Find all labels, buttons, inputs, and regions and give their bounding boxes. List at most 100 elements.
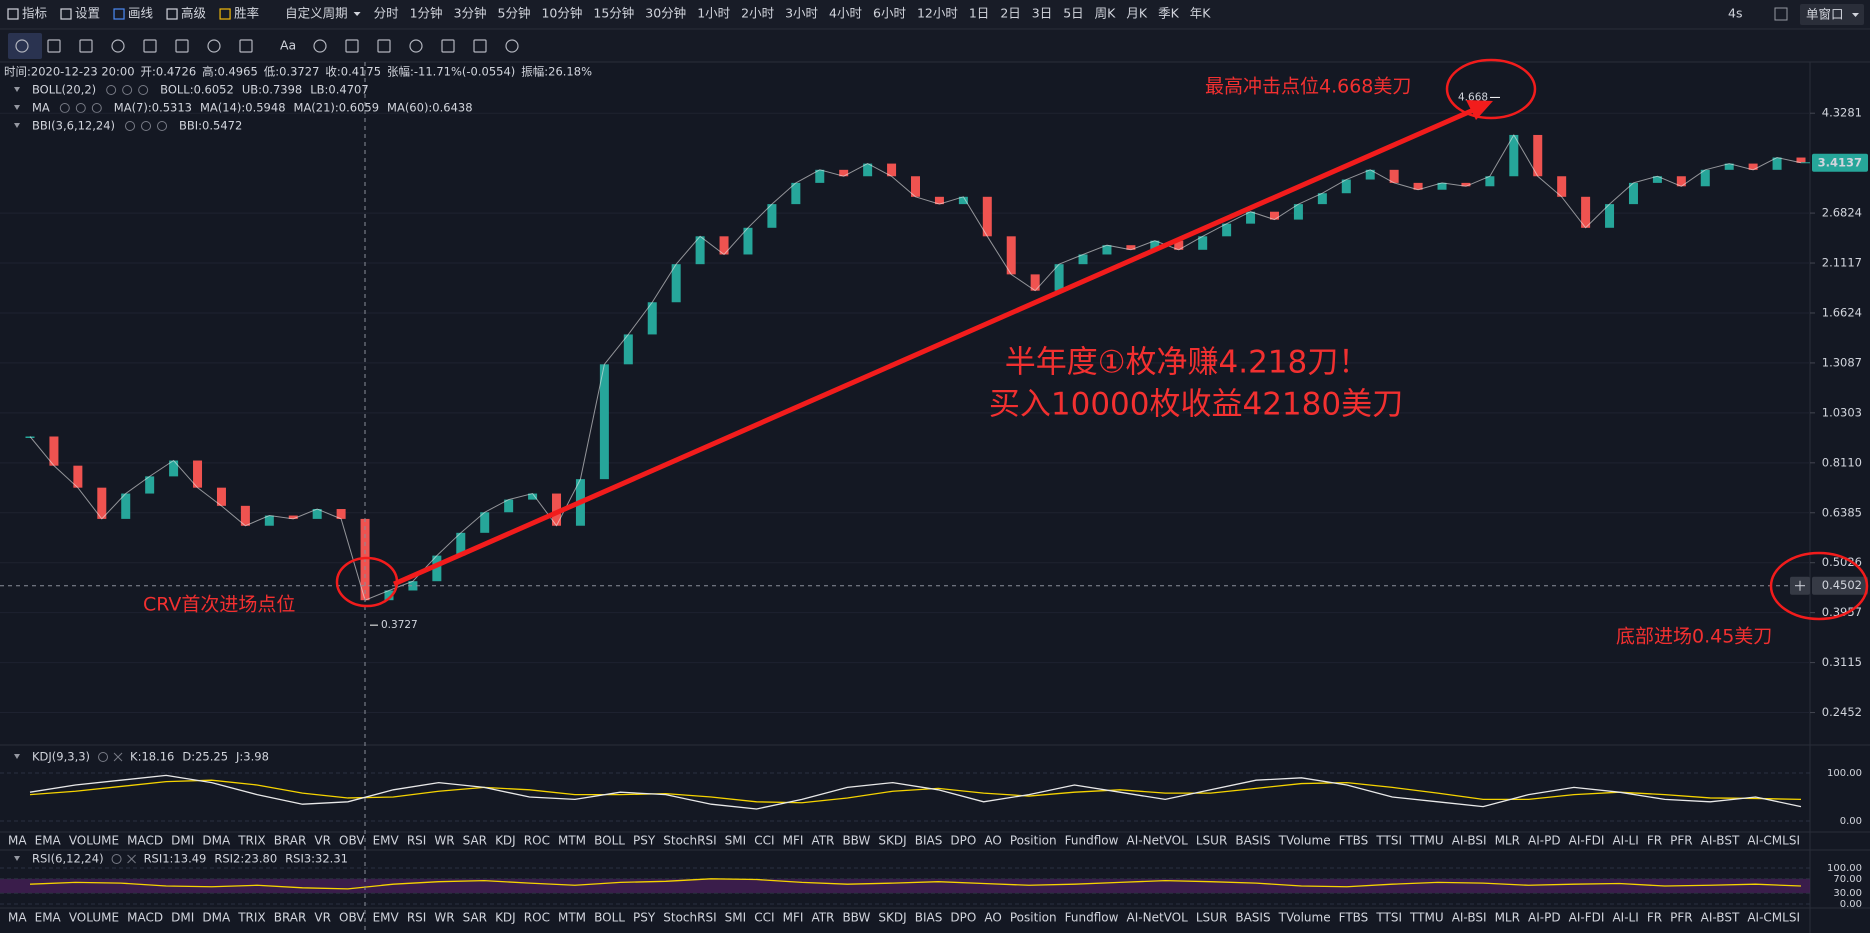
indicator-tab[interactable]: AO xyxy=(984,911,1001,925)
period-button[interactable]: 3日 xyxy=(1032,6,1052,21)
toolbar-item[interactable]: 高级 xyxy=(181,6,207,21)
indicator-tab[interactable]: BASIS xyxy=(1235,834,1270,848)
indicator-tab[interactable]: ROC xyxy=(524,834,550,848)
indicator-tab[interactable]: Position xyxy=(1010,911,1057,925)
period-button[interactable]: 1日 xyxy=(969,6,989,21)
tool-icon[interactable] xyxy=(505,39,519,53)
period-button[interactable]: 3分钟 xyxy=(454,6,487,21)
tool-icon[interactable] xyxy=(345,39,359,53)
indicator-tab[interactable]: MA xyxy=(8,834,27,848)
indicator-tab[interactable]: MLR xyxy=(1495,911,1520,925)
pane-icon[interactable] xyxy=(98,752,109,762)
indicator-tab[interactable]: AI-PD xyxy=(1528,834,1561,848)
indicator-tab[interactable]: RSI xyxy=(407,911,427,925)
indicator-tab[interactable]: OBV xyxy=(339,911,365,925)
indicator-tab[interactable]: SAR xyxy=(463,911,487,925)
tool-icon[interactable] xyxy=(15,39,29,53)
indicator-tab[interactable]: FR xyxy=(1647,834,1662,848)
window-mode[interactable]: 单窗口 xyxy=(1806,7,1844,22)
toolbar-item[interactable]: 设置 xyxy=(75,6,100,21)
indicator-tab[interactable]: BBW xyxy=(842,834,870,848)
indicator-tab[interactable]: StochRSI xyxy=(663,834,716,848)
period-button[interactable]: 周K xyxy=(1095,6,1117,21)
tool-icon[interactable] xyxy=(175,39,189,53)
legend-icon[interactable] xyxy=(125,121,136,131)
tool-icon[interactable] xyxy=(313,39,327,53)
tool-icon[interactable] xyxy=(239,39,253,53)
indicator-tab[interactable]: TTMU xyxy=(1409,911,1444,925)
indicator-tab[interactable]: FTBS xyxy=(1339,834,1369,848)
period-button[interactable]: 10分钟 xyxy=(541,6,582,21)
indicator-tab[interactable]: AI-PD xyxy=(1528,911,1561,925)
indicator-tab[interactable]: StochRSI xyxy=(663,911,716,925)
indicator-tab[interactable]: LSUR xyxy=(1196,834,1227,848)
indicator-tab[interactable]: OBV xyxy=(339,834,365,848)
indicator-tab[interactable]: EMV xyxy=(373,834,400,848)
tool-icon[interactable] xyxy=(111,39,125,53)
indicator-tab[interactable]: AI-BST xyxy=(1701,834,1740,848)
period-button[interactable]: 6小时 xyxy=(873,6,906,21)
indicator-tab[interactable]: SKDJ xyxy=(878,834,906,848)
indicator-tab[interactable]: SMI xyxy=(725,911,747,925)
indicator-tab[interactable]: ROC xyxy=(524,911,550,925)
period-button[interactable]: 月K xyxy=(1126,6,1148,21)
toolbar-item[interactable]: 画线 xyxy=(128,6,154,21)
indicator-tab[interactable]: ATR xyxy=(811,911,834,925)
close-icon[interactable] xyxy=(127,854,136,864)
indicator-tab[interactable]: PSY xyxy=(633,834,656,848)
indicator-tab[interactable]: BOLL xyxy=(594,834,625,848)
tool-icon[interactable] xyxy=(79,39,93,53)
indicator-tab[interactable]: DMA xyxy=(202,834,231,848)
period-button[interactable]: 5日 xyxy=(1063,6,1083,21)
indicator-tab[interactable]: AI-BSI xyxy=(1452,834,1487,848)
tool-icon[interactable] xyxy=(473,39,487,53)
indicator-tab[interactable]: PFR xyxy=(1670,834,1692,848)
indicator-tab[interactable]: TVolume xyxy=(1278,834,1331,848)
indicator-tab[interactable]: TTSI xyxy=(1375,834,1402,848)
indicator-tab[interactable]: AI-LI xyxy=(1612,911,1638,925)
indicator-tab[interactable]: VOLUME xyxy=(69,911,119,925)
indicator-tab[interactable]: TRIX xyxy=(237,834,265,848)
indicator-tab[interactable]: WR xyxy=(434,911,454,925)
legend-icon[interactable] xyxy=(75,103,86,113)
period-button[interactable]: 3小时 xyxy=(785,6,818,21)
indicator-tab[interactable]: CCI xyxy=(754,911,774,925)
indicator-tab[interactable]: DMI xyxy=(171,834,194,848)
tool-icon[interactable] xyxy=(441,39,455,53)
indicator-tab[interactable]: MACD xyxy=(127,834,163,848)
indicator-tab[interactable]: TTMU xyxy=(1409,834,1444,848)
indicator-tab[interactable]: EMV xyxy=(373,911,400,925)
period-button[interactable]: 12小时 xyxy=(917,6,958,21)
indicator-tab[interactable]: BIAS xyxy=(915,834,943,848)
indicator-tab[interactable]: SKDJ xyxy=(878,911,906,925)
indicator-tab[interactable]: AI-CMLSI xyxy=(1747,911,1800,925)
indicator-tab[interactable]: RSI xyxy=(407,834,427,848)
legend-icon[interactable] xyxy=(157,121,168,131)
tool-icon[interactable] xyxy=(377,39,391,53)
indicator-tab[interactable]: PFR xyxy=(1670,911,1692,925)
period-button[interactable]: 2日 xyxy=(1000,6,1020,21)
indicator-tab[interactable]: AI-BSI xyxy=(1452,911,1487,925)
indicator-tab[interactable]: Position xyxy=(1010,834,1057,848)
indicator-tab[interactable]: AI-BST xyxy=(1701,911,1740,925)
indicator-tab[interactable]: AI-NetVOL xyxy=(1127,834,1189,848)
indicator-tab[interactable]: AI-LI xyxy=(1612,834,1638,848)
indicator-tab[interactable]: ATR xyxy=(811,834,834,848)
legend-icon[interactable] xyxy=(106,85,117,95)
legend-icon[interactable] xyxy=(138,85,149,95)
indicator-tab[interactable]: MTM xyxy=(558,911,586,925)
pane-icon[interactable] xyxy=(111,854,122,864)
indicator-tab[interactable]: AI-NetVOL xyxy=(1127,911,1189,925)
indicator-tab[interactable]: BRAR xyxy=(274,834,307,848)
text-tool[interactable]: Aa xyxy=(280,38,296,53)
indicator-tab[interactable]: VR xyxy=(314,911,331,925)
indicator-tab[interactable]: TVolume xyxy=(1278,911,1331,925)
period-button[interactable]: 1小时 xyxy=(697,6,730,21)
indicator-tab[interactable]: DMA xyxy=(202,911,231,925)
indicator-tab[interactable]: SMI xyxy=(725,834,747,848)
indicator-tab[interactable]: MLR xyxy=(1495,834,1520,848)
period-button[interactable]: 季K xyxy=(1158,6,1180,21)
indicator-tab[interactable]: DMI xyxy=(171,911,194,925)
legend-icon[interactable] xyxy=(122,85,133,95)
indicator-tab[interactable]: DPO xyxy=(950,911,976,925)
